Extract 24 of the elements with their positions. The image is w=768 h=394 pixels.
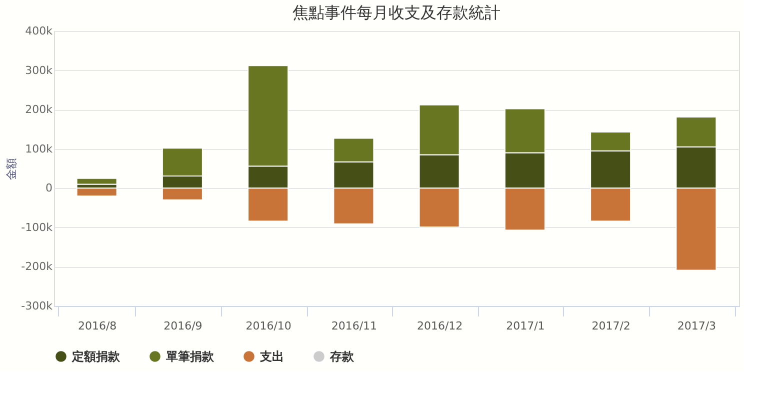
y-axis-title: 金額: [5, 158, 18, 180]
x-tick-label: 2016/10: [246, 320, 292, 332]
x-tick-label: 2016/8: [78, 320, 117, 332]
bar: [76, 188, 118, 196]
x-tick-label: 2016/11: [331, 320, 378, 332]
bar: [76, 178, 118, 185]
y-tick-label: -300k: [21, 300, 54, 312]
x-tick-label: 2017/1: [506, 320, 545, 332]
y-tick-label: 100k: [25, 142, 54, 156]
legend-label: 定額捐款: [71, 349, 121, 364]
y-tick-label: -100k: [21, 220, 54, 234]
y-tick-label: 300k: [25, 64, 54, 77]
x-tick-label: 2016/9: [164, 320, 202, 332]
x-tick-label: 2017/3: [677, 320, 716, 332]
x-tick-label: 2016/12: [416, 320, 463, 332]
y-tick-label: 200k: [25, 103, 54, 116]
legend-label: 單筆捐款: [165, 349, 215, 364]
legend-label: 存款: [329, 349, 355, 364]
y-tick-label: -200k: [21, 260, 54, 274]
y-tick-label: 400k: [25, 24, 54, 38]
chart-title: 焦點事件每月收支及存款統計: [292, 3, 500, 22]
x-tick-label: 2017/2: [592, 320, 630, 332]
legend-label: 支出: [259, 349, 284, 364]
y-tick-label: 0: [46, 182, 52, 195]
